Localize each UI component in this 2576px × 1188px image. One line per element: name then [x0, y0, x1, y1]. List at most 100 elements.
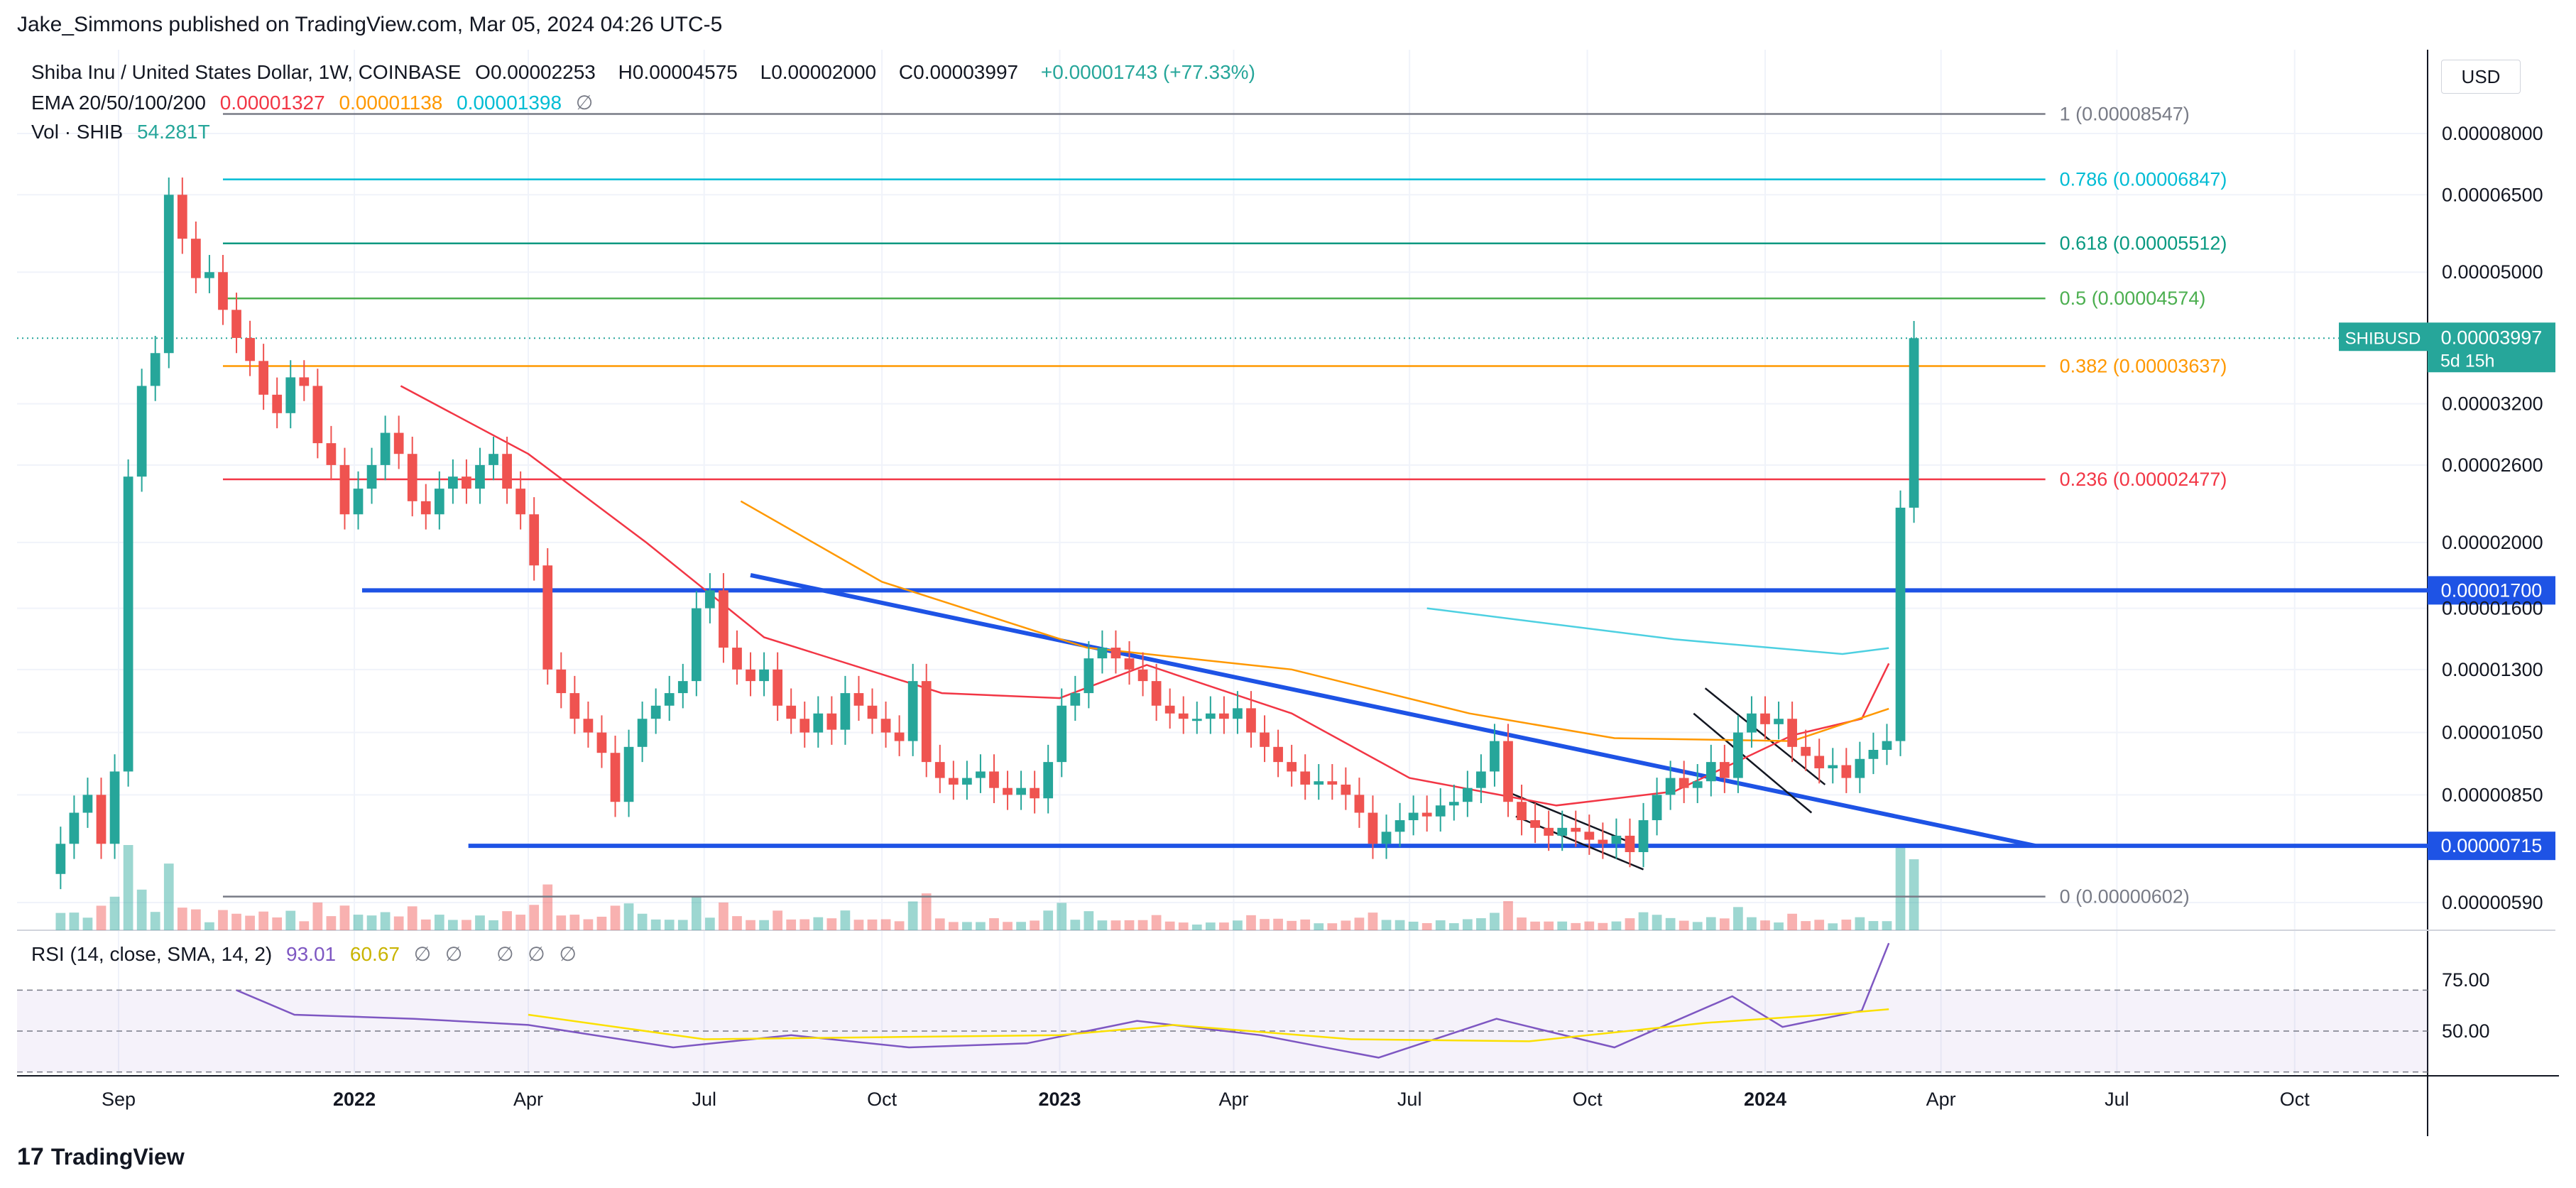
volume-bar	[934, 918, 945, 930]
volume-bar	[1503, 901, 1513, 930]
volume-bar	[705, 917, 715, 930]
candle-body	[1151, 681, 1162, 706]
candle-body	[989, 771, 999, 788]
currency-selector[interactable]: USD	[2441, 60, 2521, 94]
volume-bar	[1178, 922, 1189, 930]
rsi-legend: RSI (14, close, SMA, 14, 2) 93.01 60.67 …	[31, 942, 585, 966]
candle-body	[556, 669, 567, 694]
level-price-tag	[2428, 576, 2555, 605]
volume-bar	[1381, 920, 1392, 930]
volume-bar	[1476, 918, 1486, 930]
time-axis-label: Oct	[1573, 1089, 1603, 1110]
candle-body	[96, 795, 107, 844]
candle-body	[732, 648, 742, 670]
volume-bar	[1909, 859, 1919, 930]
volume-bar	[867, 919, 878, 930]
rsi-sma-value: 60.67	[349, 943, 400, 965]
price-axis-label: 0.00003200	[2442, 393, 2543, 415]
candle-body	[1909, 338, 1919, 508]
candle-body	[1679, 778, 1689, 788]
volume-bar	[191, 909, 201, 930]
volume-bar	[272, 917, 283, 930]
volume-bar	[1490, 912, 1500, 930]
volume-bar	[380, 912, 391, 930]
volume-bar	[1395, 920, 1405, 930]
volume-bar	[759, 920, 769, 930]
volume-bar	[1598, 922, 1608, 930]
fib-level-label: 0.786 (0.00006847)	[2060, 169, 2227, 190]
candle-body	[1882, 741, 1892, 750]
volume-bar	[1124, 920, 1135, 930]
volume-bar	[1314, 923, 1324, 930]
volume-bar	[610, 905, 621, 930]
candle-body	[1287, 762, 1297, 772]
volume-bar	[1571, 922, 1581, 930]
candle-body	[1191, 719, 1202, 721]
candle-body	[1070, 693, 1081, 706]
candle-body	[1273, 746, 1283, 763]
candle-body	[1314, 781, 1324, 785]
candle-body	[1124, 658, 1135, 670]
volume-legend: Vol · SHIB 54.281T	[31, 121, 219, 143]
candle-body	[637, 719, 648, 747]
candle-body	[1719, 762, 1730, 778]
volume-bar	[556, 915, 567, 930]
candle-body	[934, 762, 945, 778]
bar-countdown: 5d 15h	[2440, 351, 2494, 371]
volume-bar	[366, 915, 377, 930]
volume-bar	[1151, 915, 1162, 930]
volume-bar	[1205, 922, 1216, 930]
volume-bar	[515, 915, 525, 930]
rsi-na-3: ∅	[496, 943, 514, 965]
chart-canvas[interactable]: 1 (0.00008547) 0.786 (0.00006847) 0.618 (0…	[17, 50, 2559, 1136]
volume-bar	[326, 916, 337, 930]
time-axis-label: Sep	[102, 1089, 136, 1110]
volume-bar	[123, 845, 133, 930]
candle-body	[1517, 802, 1527, 821]
ema50-value: 0.00001138	[339, 92, 443, 114]
volume-bar	[285, 910, 296, 930]
candle-body	[299, 377, 310, 386]
price-axis-label: 0.00000850	[2442, 784, 2543, 805]
volume-bar	[719, 902, 728, 930]
volume-bar	[650, 919, 661, 930]
volume-bar	[448, 920, 458, 930]
volume-bar	[691, 896, 702, 930]
candle-body	[285, 377, 296, 413]
volume-bar	[1070, 920, 1081, 930]
candle-body	[867, 705, 878, 719]
time-axis-label: 2022	[333, 1089, 376, 1110]
volume-bar	[489, 920, 498, 930]
candle-body	[82, 795, 93, 813]
price-axis-label: 0.00008000	[2442, 123, 2543, 144]
open-value: 0.00002253	[490, 61, 596, 83]
price-axis-label: 0.00001050	[2442, 722, 2543, 743]
volume-bar	[1260, 919, 1270, 930]
symbol-legend: Shiba Inu / United States Dollar, 1W, CO…	[31, 61, 1264, 84]
price-axis-label: 0.00002000	[2442, 532, 2543, 553]
last-price-value: 0.00003997	[2441, 327, 2543, 348]
volume-bar	[542, 884, 553, 930]
volume-bar	[420, 919, 431, 930]
footer-brand[interactable]: 17 TradingView	[17, 1143, 185, 1171]
rsi-na-4: ∅	[528, 943, 545, 965]
close-value: 0.00003997	[913, 61, 1019, 83]
low-label: L	[760, 61, 772, 83]
volume-bar	[393, 916, 404, 930]
rsi-na-2: ∅	[444, 943, 463, 965]
ema50-line	[740, 500, 1889, 742]
candle-body	[218, 272, 228, 310]
volume-bar	[773, 910, 783, 930]
volume-bar	[799, 919, 810, 930]
volume-bar	[1408, 921, 1419, 930]
ema200-na: ∅	[575, 92, 594, 114]
candle-body	[1895, 507, 1906, 741]
price-axis-label: 0.00005000	[2442, 261, 2543, 283]
volume-bar	[1679, 920, 1689, 930]
volume-bar	[339, 905, 350, 930]
chart-area[interactable]: 1 (0.00008547) 0.786 (0.00006847) 0.618 (0…	[17, 50, 2559, 1136]
ema20-value: 0.00001327	[219, 92, 325, 114]
candle-body	[123, 476, 133, 772]
candle-body	[1354, 795, 1365, 813]
fib-level-label: 0.5 (0.00004574)	[2060, 288, 2206, 309]
